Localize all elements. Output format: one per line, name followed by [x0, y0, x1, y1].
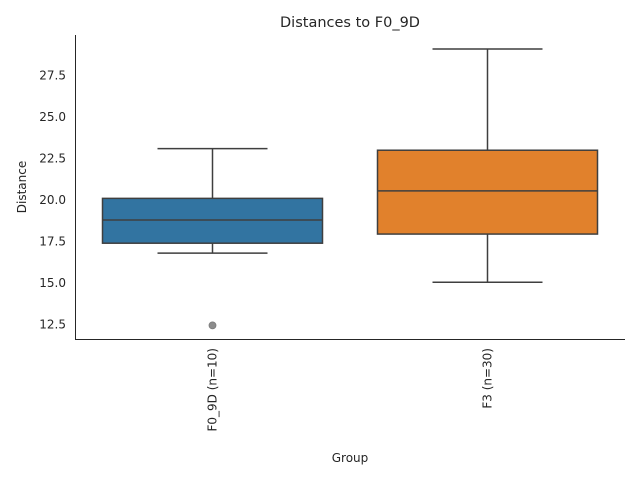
y-tick-label: 25.0	[39, 110, 66, 124]
x-tick-label: F3 (n=30)	[481, 348, 495, 409]
box-group: F3 (n=30)	[376, 48, 599, 409]
chart-title: Distances to F0_9D	[280, 15, 420, 31]
y-tick-label: 27.5	[39, 69, 66, 83]
y-tick-label: 17.5	[39, 235, 66, 249]
iqr-box	[101, 197, 324, 244]
box-group: F0_9D (n=10)	[101, 147, 324, 432]
y-tick-label: 15.0	[39, 276, 66, 290]
outlier-point	[208, 321, 217, 330]
y-tick-label: 22.5	[39, 152, 66, 166]
x-axis-label: Group	[332, 451, 369, 465]
iqr-box	[376, 149, 599, 235]
y-tick-label: 20.0	[39, 193, 66, 207]
y-axis-label: Distance	[15, 161, 29, 213]
y-tick-label: 12.5	[39, 318, 66, 332]
x-tick-label: F0_9D (n=10)	[206, 348, 220, 432]
